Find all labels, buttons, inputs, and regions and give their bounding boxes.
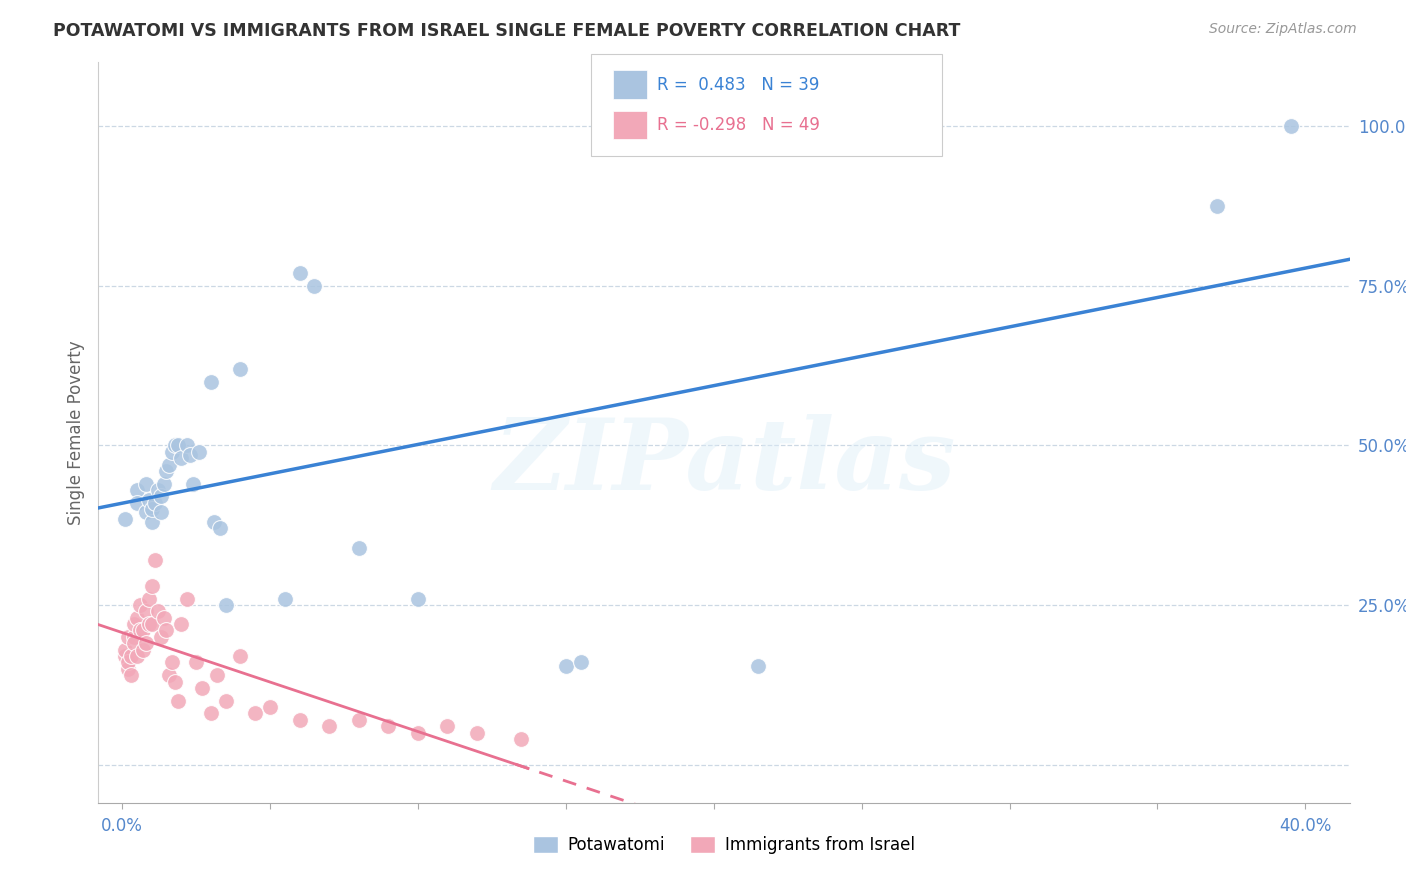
Point <box>259 700 281 714</box>
Text: Source: ZipAtlas.com: Source: ZipAtlas.com <box>1209 22 1357 37</box>
Point <box>141 502 163 516</box>
Point <box>205 668 228 682</box>
Point <box>202 515 225 529</box>
Point <box>143 496 166 510</box>
Point <box>141 515 163 529</box>
Point <box>1205 199 1227 213</box>
Point <box>122 636 145 650</box>
Point <box>170 617 193 632</box>
Point <box>167 694 190 708</box>
Point <box>146 604 169 618</box>
Text: R =  0.483   N = 39: R = 0.483 N = 39 <box>657 76 818 94</box>
Y-axis label: Single Female Poverty: Single Female Poverty <box>66 341 84 524</box>
Point <box>191 681 214 695</box>
Point <box>117 656 139 670</box>
Point <box>688 120 710 134</box>
Point <box>135 604 157 618</box>
Text: R = -0.298   N = 49: R = -0.298 N = 49 <box>657 116 820 134</box>
Point <box>245 706 267 721</box>
Point <box>436 719 458 733</box>
Point <box>117 630 139 644</box>
Text: POTAWATOMI VS IMMIGRANTS FROM ISRAEL SINGLE FEMALE POVERTY CORRELATION CHART: POTAWATOMI VS IMMIGRANTS FROM ISRAEL SIN… <box>53 22 960 40</box>
Point <box>149 490 172 504</box>
Point <box>125 610 148 624</box>
Point <box>465 725 488 739</box>
Point <box>214 598 236 612</box>
Point <box>1279 120 1302 134</box>
Point <box>132 642 155 657</box>
Point <box>274 591 297 606</box>
Point <box>162 656 184 670</box>
Point <box>114 512 136 526</box>
Point <box>114 648 136 663</box>
Point <box>135 505 157 519</box>
Point <box>138 591 160 606</box>
Point <box>128 598 150 612</box>
Point <box>347 713 370 727</box>
Point <box>165 438 187 452</box>
Point <box>122 617 145 632</box>
Legend: Potawatomi, Immigrants from Israel: Potawatomi, Immigrants from Israel <box>526 830 922 861</box>
Point <box>138 617 160 632</box>
Point <box>510 731 533 746</box>
Text: ZIPatlas: ZIPatlas <box>494 414 955 510</box>
Point <box>149 630 172 644</box>
Point <box>208 521 231 535</box>
Point <box>143 553 166 567</box>
Point <box>122 630 145 644</box>
Point <box>132 624 155 638</box>
Point <box>200 706 222 721</box>
Point <box>141 579 163 593</box>
Point <box>304 278 326 293</box>
Point <box>128 624 150 638</box>
Point <box>188 444 211 458</box>
Point <box>176 591 198 606</box>
Point <box>149 505 172 519</box>
Point <box>165 674 187 689</box>
Point <box>184 656 207 670</box>
Point <box>120 648 142 663</box>
Point <box>152 610 174 624</box>
Point <box>155 464 177 478</box>
Point <box>141 617 163 632</box>
Point <box>406 725 429 739</box>
Point <box>288 266 311 280</box>
Point <box>167 438 190 452</box>
Point <box>229 648 252 663</box>
Point <box>125 483 148 497</box>
Point <box>747 658 769 673</box>
Point <box>135 636 157 650</box>
Point <box>569 656 592 670</box>
Point <box>181 476 204 491</box>
Point <box>214 694 236 708</box>
Point <box>138 492 160 507</box>
Point <box>554 658 576 673</box>
Point <box>152 476 174 491</box>
Point <box>125 648 148 663</box>
Point <box>146 483 169 497</box>
Point <box>288 713 311 727</box>
Point <box>179 448 201 462</box>
Point <box>157 458 180 472</box>
Point <box>155 624 177 638</box>
Point <box>200 375 222 389</box>
Point <box>176 438 198 452</box>
Point <box>406 591 429 606</box>
Point <box>157 668 180 682</box>
Point <box>229 361 252 376</box>
Point <box>162 444 184 458</box>
Point <box>135 476 157 491</box>
Point <box>114 642 136 657</box>
Point <box>170 451 193 466</box>
Point <box>120 668 142 682</box>
Point <box>318 719 340 733</box>
Point <box>377 719 399 733</box>
Point <box>125 496 148 510</box>
Point <box>117 662 139 676</box>
Point <box>347 541 370 555</box>
